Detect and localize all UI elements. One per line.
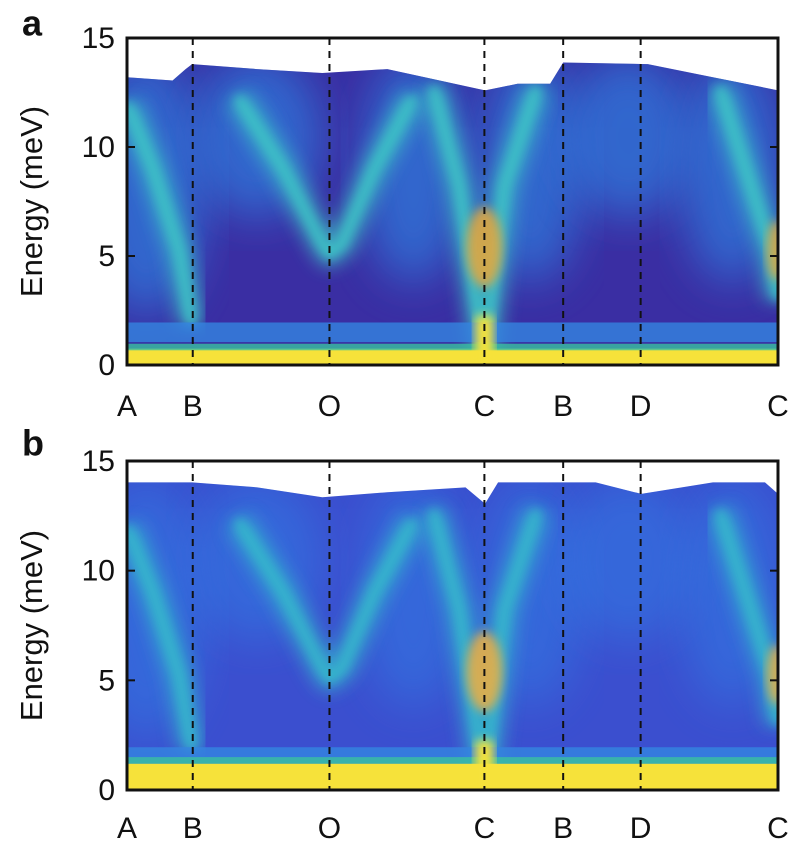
heatmap-haze xyxy=(563,62,694,218)
y-axis-label: Energy (meV) xyxy=(14,106,49,297)
y-tick-label: 15 xyxy=(82,22,115,55)
x-tick-label: A xyxy=(117,812,137,845)
x-tick-label: D xyxy=(630,390,652,423)
x-tick-label: O xyxy=(318,390,341,423)
heatmap-haze xyxy=(563,482,694,642)
y-tick-label: 10 xyxy=(82,555,115,588)
elastic-band xyxy=(127,348,778,365)
dispersion-branch xyxy=(127,525,197,752)
x-tick-label: A xyxy=(117,390,137,423)
x-tick-label: C xyxy=(767,812,789,845)
elastic-band-edge xyxy=(127,343,778,351)
x-tick-label: B xyxy=(183,390,203,423)
heatmap-image xyxy=(127,482,778,790)
y-tick-label: 5 xyxy=(98,664,115,697)
x-tick-label: C xyxy=(474,812,496,845)
x-tick-label: B xyxy=(553,390,573,423)
y-tick-label: 10 xyxy=(82,131,115,164)
heatmap-image xyxy=(127,62,778,366)
plot-frame xyxy=(125,36,780,367)
x-tick-label: D xyxy=(630,812,652,845)
y-axis-label: Energy (meV) xyxy=(14,530,49,721)
y-tick-label: 5 xyxy=(98,240,115,273)
y-tick-label: 0 xyxy=(98,774,115,807)
plot-frame xyxy=(125,459,780,792)
panel-label: b xyxy=(22,423,44,464)
heatmap-panel: 0 5 10 15 A B O C B D C Energy (meV) a xyxy=(14,3,789,423)
elastic-band-edge xyxy=(127,757,778,764)
x-tick-label: B xyxy=(183,812,203,845)
y-tick-label: 0 xyxy=(98,349,115,382)
x-tick-label: C xyxy=(767,390,789,423)
y-tick-label: 15 xyxy=(82,445,115,478)
dispersion-branch xyxy=(233,94,418,259)
x-tick-label: O xyxy=(318,812,341,845)
dispersion-branch xyxy=(127,101,197,327)
dispersion-branch xyxy=(233,517,418,683)
elastic-band xyxy=(127,763,778,790)
panel-label: a xyxy=(22,3,43,44)
x-tick-label: B xyxy=(553,812,573,845)
heatmap-panel: 0 5 10 15 A B O C B D C Energy (meV) b xyxy=(14,423,789,845)
low-energy-band xyxy=(127,322,778,343)
x-tick-label: C xyxy=(474,390,496,423)
